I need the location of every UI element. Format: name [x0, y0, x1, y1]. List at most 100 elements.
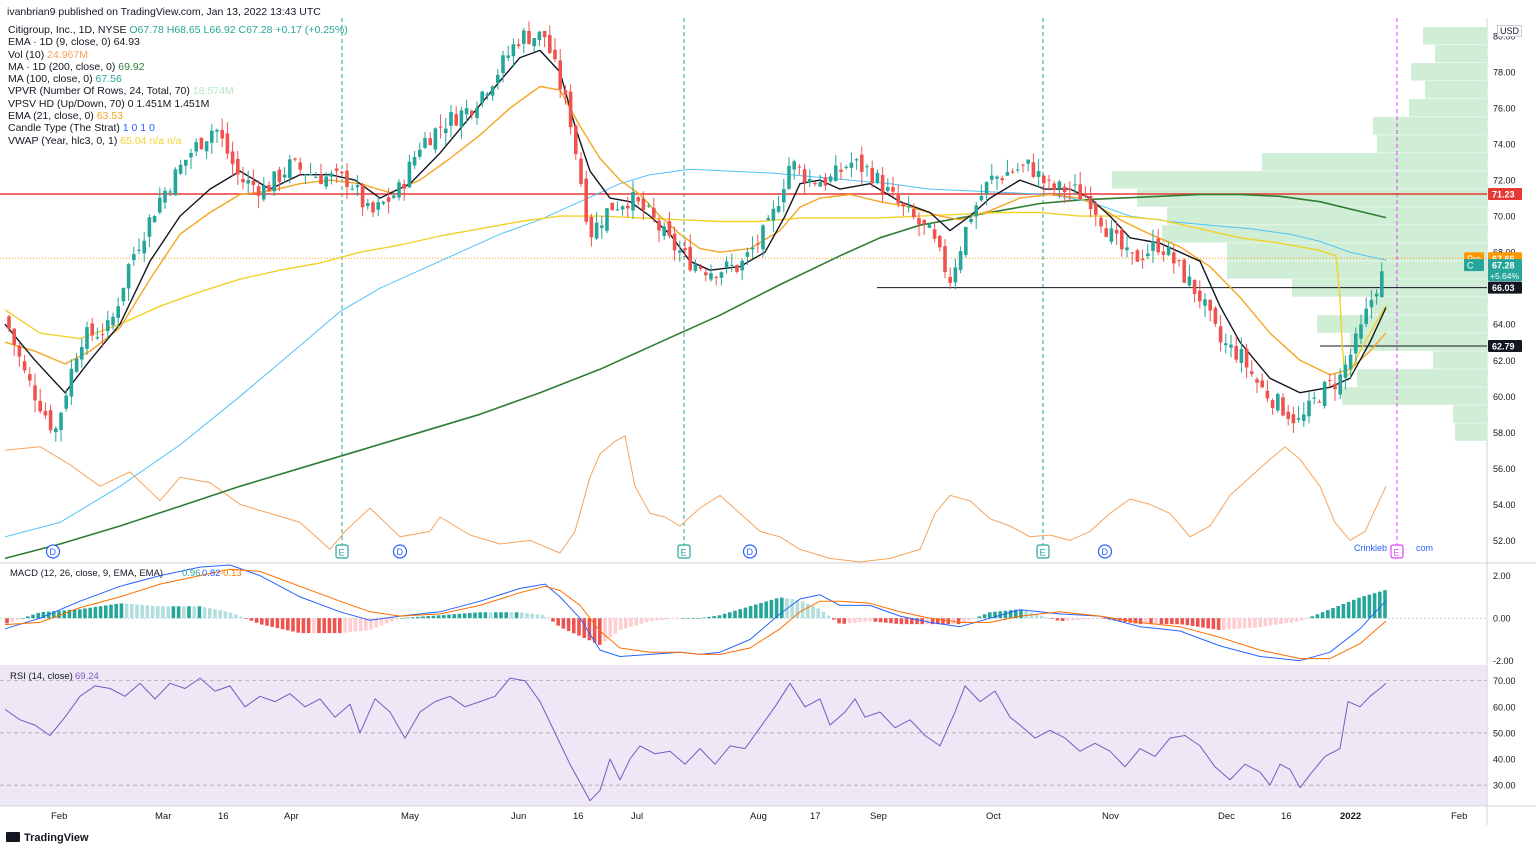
volume-profile-bar	[1425, 81, 1487, 99]
candle-body	[1255, 379, 1259, 383]
macd-histogram-bar	[10, 618, 14, 622]
candle-body	[719, 272, 724, 278]
candle-body	[610, 202, 614, 211]
candle-body	[1224, 343, 1228, 346]
legend-row[interactable]: MA (100, close, 0) 67.56	[8, 73, 348, 85]
candle-body	[1088, 196, 1093, 210]
dividend-event-label: D	[50, 547, 57, 557]
candle-body	[548, 34, 552, 53]
candle-body	[1000, 178, 1004, 181]
candle-body	[730, 264, 734, 266]
macd-histogram-bar	[1378, 591, 1382, 619]
candle-body	[527, 30, 531, 44]
legend-row[interactable]: EMA (21, close, 0) 63.53	[8, 110, 348, 122]
time-tick-label: Mar	[155, 811, 171, 822]
macd-histogram-bar	[1097, 618, 1101, 619]
currency-badge[interactable]: USD	[1497, 25, 1523, 37]
candle-body	[542, 31, 547, 38]
legend-row[interactable]: EMA · 1D (9, close, 0) 64.93	[8, 36, 348, 48]
macd-histogram-bar	[540, 614, 545, 619]
legend-row[interactable]: Vol (10) 24.967M	[8, 49, 348, 61]
legend-label: Vol (10)	[8, 48, 48, 61]
candle-body	[828, 176, 833, 182]
macd-histogram-bar	[1034, 614, 1039, 619]
candle-body	[199, 137, 204, 150]
candle-body	[433, 128, 438, 150]
time-tick-label: 17	[810, 811, 821, 822]
macd-histogram-bar	[1232, 618, 1236, 630]
legend-row[interactable]: MA · 1D (200, close, 0) 69.92	[8, 61, 348, 73]
legend-row[interactable]: VWAP (Year, hlc3, 0, 1) 65.04 n/a n/a	[8, 135, 348, 147]
macd-histogram-bar	[748, 606, 753, 619]
time-tick-label: Nov	[1102, 811, 1119, 822]
macd-histogram-bar	[1196, 618, 1200, 627]
candle-body	[184, 159, 188, 166]
macd-histogram-bar	[145, 605, 150, 619]
macd-line	[4, 564, 1387, 662]
time-tick-label: Oct	[986, 811, 1001, 822]
candle-body	[927, 224, 932, 228]
candle-body	[85, 327, 89, 349]
candle-body	[480, 91, 484, 103]
macd-histogram-bar	[868, 618, 872, 622]
candle-body	[282, 174, 287, 178]
macd-histogram-bar	[218, 610, 222, 619]
candle-body	[173, 169, 178, 196]
macd-panel-label: MACD (12, 26, close, 9, EMA, EMA)	[10, 568, 163, 579]
macd-tick-label: 0.00	[1493, 614, 1511, 624]
candle-body	[1036, 171, 1041, 177]
legend-row[interactable]: Citigroup, Inc., 1D, NYSE O67.78 H68.65 …	[8, 24, 348, 36]
macd-histogram-bar	[613, 618, 618, 634]
candle-body	[1031, 162, 1036, 177]
candle-body	[360, 184, 365, 208]
tradingview-logo[interactable]: TradingView	[6, 832, 89, 844]
candle-body	[111, 316, 115, 326]
candle-body	[631, 191, 635, 211]
macd-histogram-bar	[1040, 615, 1044, 619]
legend-row[interactable]: VPSV HD (Up/Down, 70) 0 1.451M 1.451M	[8, 98, 348, 110]
legend-row[interactable]: VPVR (Number Of Rows, 24, Total, 70) 18.…	[8, 85, 348, 97]
candle-body	[620, 206, 625, 210]
macd-histogram-bar	[400, 618, 404, 619]
time-tick-label: Feb	[51, 811, 67, 822]
macd-histogram-bar	[1222, 618, 1226, 630]
candle-body	[891, 187, 895, 192]
candle-body	[823, 177, 828, 186]
candle-body	[1140, 258, 1145, 261]
macd-histogram-bar	[390, 618, 394, 622]
earnings-event-icon	[677, 544, 691, 559]
dividend-event-icon	[392, 544, 408, 559]
candle-body	[438, 126, 443, 128]
macd-histogram-bar	[842, 618, 846, 624]
candle-body	[636, 197, 640, 202]
legend-row[interactable]: Candle Type (The Strat) 1 0 1 0	[8, 122, 348, 134]
candle-body	[496, 74, 500, 84]
candle-body	[1010, 171, 1015, 173]
macd-histogram-bar	[733, 610, 737, 619]
candle-body	[558, 60, 562, 90]
macd-histogram-bar	[161, 606, 165, 619]
candle-body	[724, 261, 729, 268]
candle-body	[511, 44, 516, 57]
candle-body	[922, 219, 926, 225]
tradingview-logo-icon	[6, 832, 20, 842]
macd-histogram-bar	[873, 618, 878, 622]
candle-body	[678, 250, 682, 253]
candle-body	[1187, 276, 1192, 286]
macd-histogram-bar	[364, 618, 368, 631]
candle-body	[1146, 253, 1150, 257]
macd-histogram-bar	[1045, 617, 1049, 619]
macd-histogram-bar	[1263, 618, 1268, 627]
rsi-tick-label: 40.00	[1493, 755, 1516, 765]
candle-body	[407, 161, 412, 188]
macd-histogram-bar	[702, 617, 706, 619]
legend-value: O67.78 H68.65 L66.92 C67.28 +0.17 (+0.25…	[129, 24, 348, 36]
macd-histogram-bar	[332, 618, 337, 634]
macd-histogram-bar	[421, 616, 425, 619]
candle-body	[584, 178, 588, 222]
price-tag	[1488, 281, 1522, 294]
candle-body	[1068, 188, 1072, 190]
macd-histogram-bar	[5, 618, 9, 624]
macd-histogram-bar	[171, 606, 176, 619]
